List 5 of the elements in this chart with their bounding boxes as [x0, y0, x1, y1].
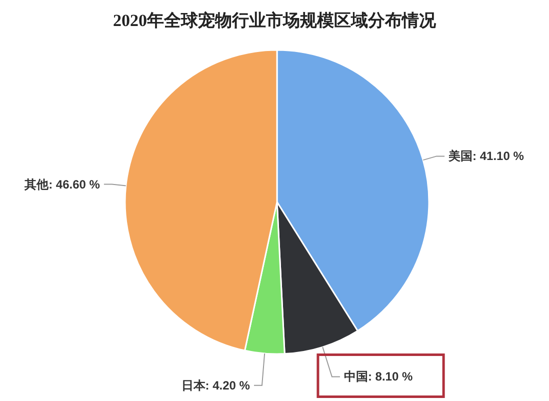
slice-label: 美国: 41.10 %: [448, 149, 524, 164]
slice-label: 其他: 46.60 %: [24, 177, 100, 192]
slice-label: 日本: 4.20 %: [181, 378, 250, 392]
chart-title: 2020年全球宠物行业市场规模区域分布情况: [112, 10, 437, 32]
slice-label: 中国: 8.10 %: [344, 370, 413, 384]
